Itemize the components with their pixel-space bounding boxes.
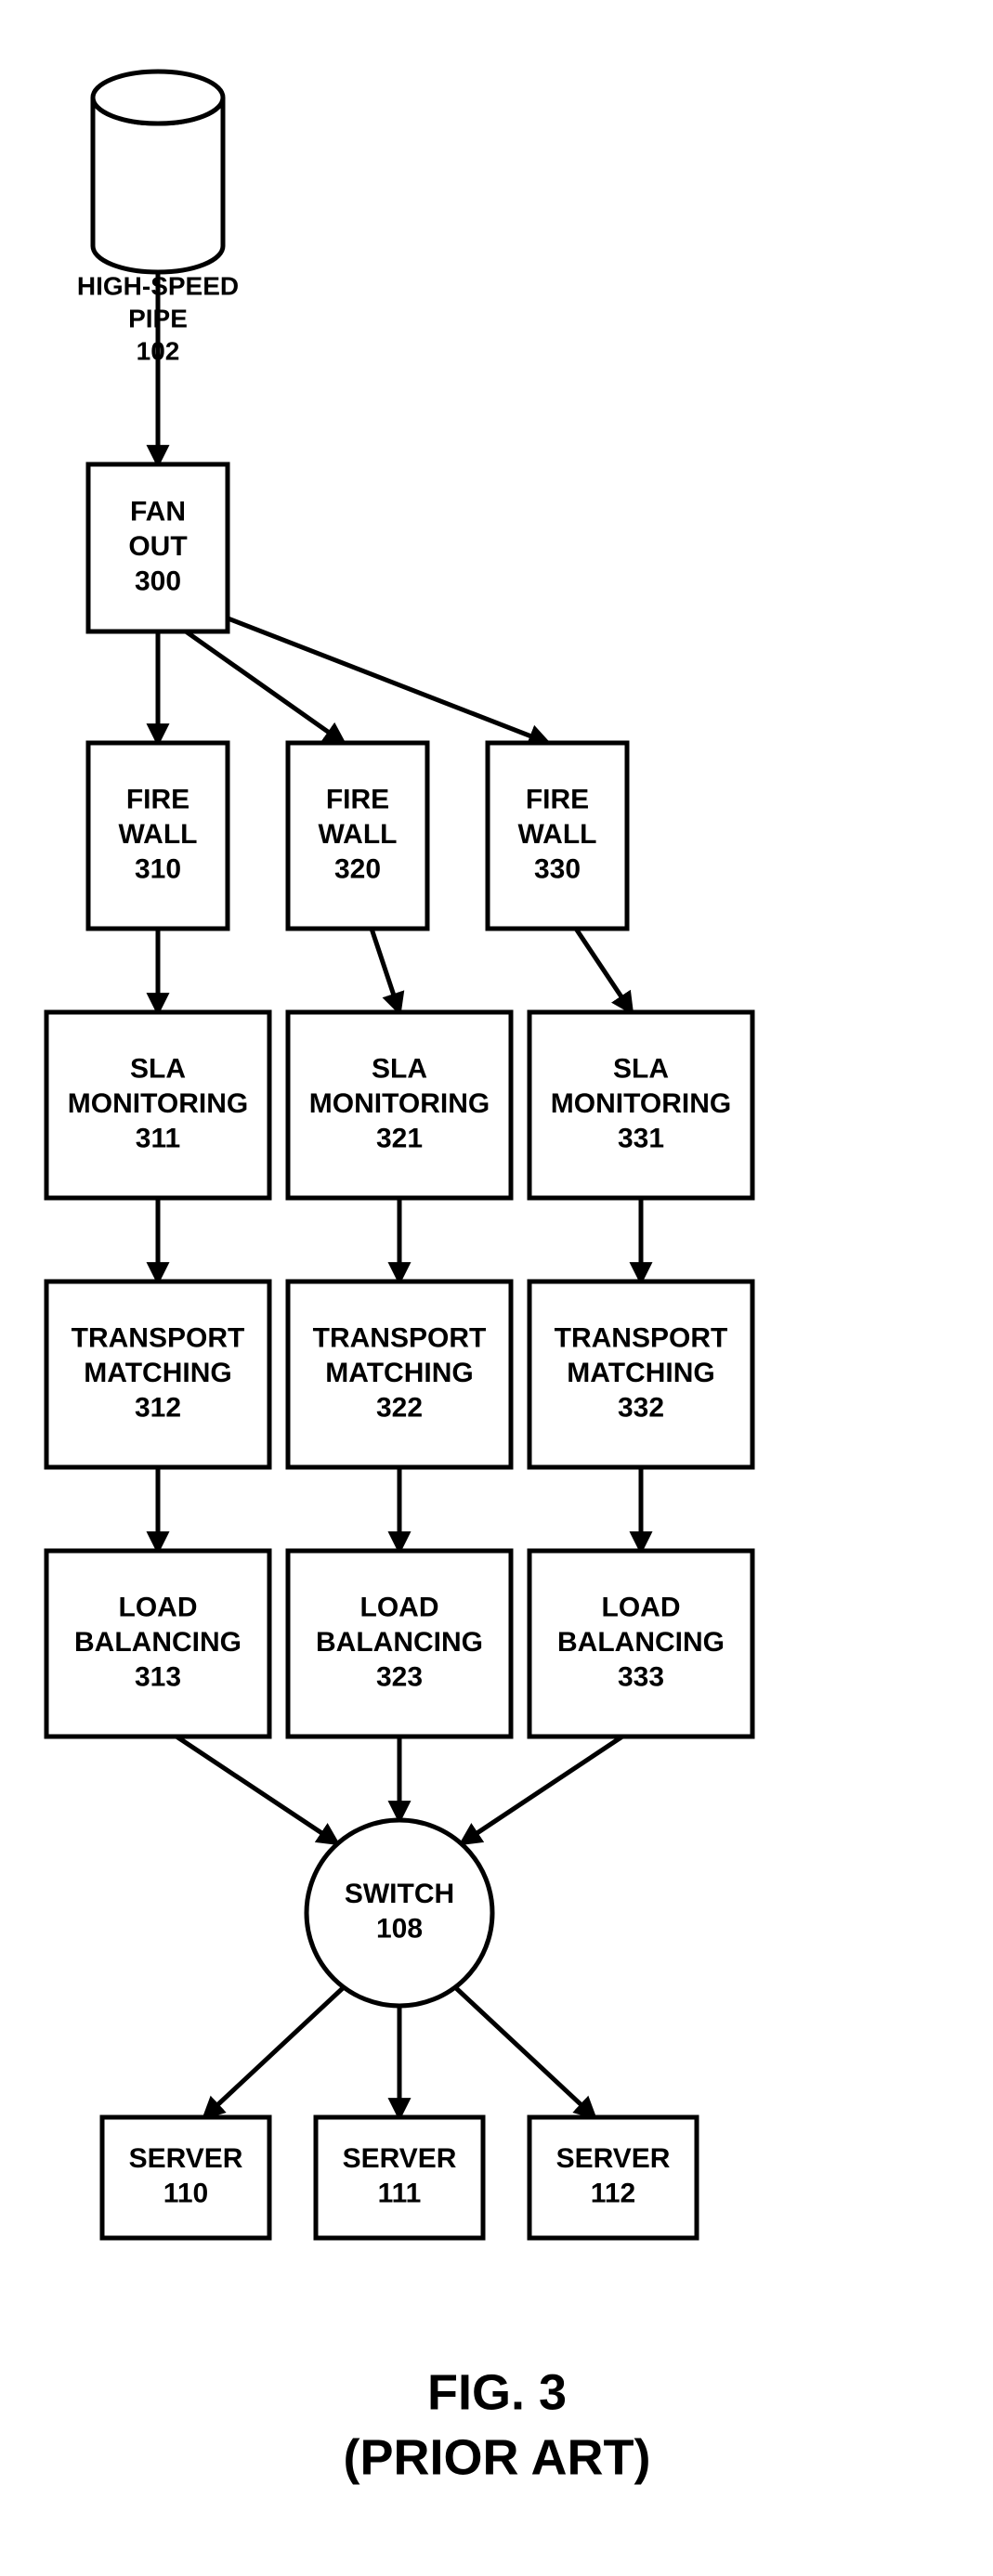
node-switch: SWITCH 108 [307,1820,492,2006]
figure-caption-line1: FIG. 3 [427,2364,567,2420]
svg-text:OUT: OUT [128,531,187,562]
svg-text:SERVER: SERVER [556,2143,671,2174]
node-fw1: FIRE WALL310 [88,743,228,929]
node-srv1: SERVER 110 [102,2117,269,2238]
svg-text:FIRE: FIRE [126,784,189,814]
svg-text:FIRE: FIRE [526,784,589,814]
svg-text:MATCHING: MATCHING [325,1358,473,1388]
svg-text:310: 310 [135,853,181,884]
svg-text:MATCHING: MATCHING [84,1358,231,1388]
svg-text:311: 311 [136,1123,180,1153]
svg-text:SWITCH: SWITCH [345,1879,454,1909]
svg-text:FIRE: FIRE [326,784,389,814]
edge [372,929,399,1012]
svg-text:LOAD: LOAD [602,1592,681,1622]
svg-text:MONITORING: MONITORING [551,1088,731,1119]
svg-text:330: 330 [534,853,581,884]
node-lb2: LOAD BALANCING323 [288,1551,511,1737]
edge [186,631,344,743]
svg-text:321: 321 [376,1123,423,1153]
svg-text:110: 110 [163,2179,208,2209]
svg-text:320: 320 [334,853,381,884]
svg-text:111: 111 [378,2179,422,2209]
svg-text:SERVER: SERVER [129,2143,243,2174]
svg-text:112: 112 [591,2179,635,2209]
svg-text:LOAD: LOAD [119,1592,198,1622]
svg-text:108: 108 [376,1914,423,1945]
svg-text:MONITORING: MONITORING [309,1088,490,1119]
svg-text:SERVER: SERVER [343,2143,457,2174]
svg-text:BALANCING: BALANCING [74,1627,242,1658]
svg-text:TRANSPORT: TRANSPORT [555,1322,728,1353]
node-tm2: TRANSPORT MATCHING 322 [288,1281,511,1467]
node-fw3: FIRE WALL330 [488,743,627,929]
svg-text:WALL: WALL [518,819,597,850]
svg-text:300: 300 [135,566,181,596]
node-sla3: SLA MONITORING 331 [529,1012,752,1198]
edge [214,613,548,743]
svg-text:BALANCING: BALANCING [316,1627,483,1658]
figure-caption-line2: (PRIOR ART) [344,2429,651,2485]
network-diagram: HIGH-SPEEDPIPE102FANOUT300FIREWALL310FIR… [0,0,993,2576]
node-fanout: FAN OUT 300 [88,464,228,631]
svg-text:SLA: SLA [372,1053,427,1084]
svg-text:MATCHING: MATCHING [567,1358,714,1388]
svg-text:312: 312 [135,1392,181,1423]
svg-text:WALL: WALL [119,819,198,850]
svg-text:FAN: FAN [130,496,186,527]
svg-text:TRANSPORT: TRANSPORT [72,1322,245,1353]
edge [455,1987,594,2117]
svg-text:WALL: WALL [319,819,398,850]
svg-text:BALANCING: BALANCING [557,1627,725,1658]
svg-text:313: 313 [135,1661,181,1692]
edge [576,929,632,1012]
svg-text:LOAD: LOAD [360,1592,439,1622]
svg-text:SLA: SLA [130,1053,186,1084]
svg-text:323: 323 [376,1661,423,1692]
node-tm3: TRANSPORT MATCHING 332 [529,1281,752,1467]
node-sla2: SLA MONITORING 321 [288,1012,511,1198]
svg-text:332: 332 [618,1392,664,1423]
node-tm1: TRANSPORT MATCHING 312 [46,1281,269,1467]
svg-text:TRANSPORT: TRANSPORT [313,1322,487,1353]
node-lb1: LOAD BALANCING313 [46,1551,269,1737]
node-sla1: SLA MONITORING 311 [46,1012,269,1198]
edge [176,1737,337,1843]
node-srv2: SERVER 111 [316,2117,483,2238]
node-fw2: FIRE WALL320 [288,743,427,929]
svg-text:SLA: SLA [613,1053,669,1084]
svg-text:MONITORING: MONITORING [68,1088,248,1119]
node-srv3: SERVER 112 [529,2117,697,2238]
svg-text:333: 333 [618,1661,664,1692]
svg-text:322: 322 [376,1392,423,1423]
edge [462,1737,622,1843]
svg-text:331: 331 [618,1123,664,1153]
node-lb3: LOAD BALANCING333 [529,1551,752,1737]
edge [204,1987,344,2117]
